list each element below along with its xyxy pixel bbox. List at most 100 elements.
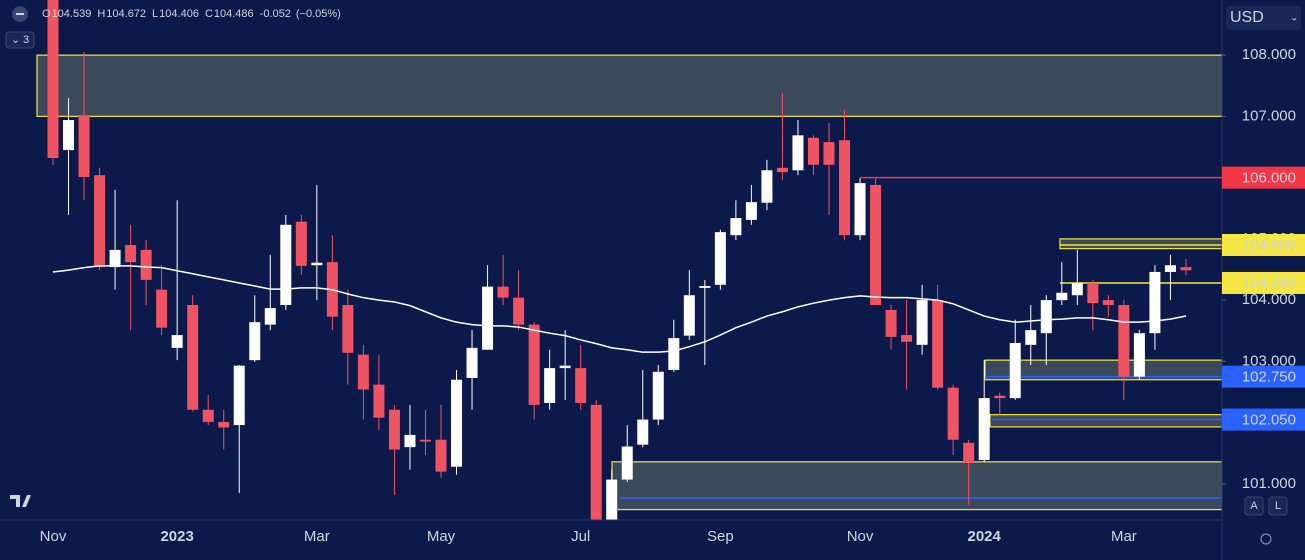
indicator-toggle[interactable] xyxy=(5,31,35,49)
candle-body xyxy=(47,0,59,159)
price-tag-label: 106.000 xyxy=(1242,170,1296,187)
candle-body xyxy=(125,244,137,263)
x-tick-label: Mar xyxy=(1111,528,1137,545)
candle-body xyxy=(218,422,230,428)
auto-scale-button[interactable] xyxy=(1244,496,1264,516)
y-tick-label: 101.000 xyxy=(1242,475,1296,492)
candle-body xyxy=(916,300,928,345)
ohlc-legend: O 104.539 H 104.672 L 104.406 C 104.486 -0.052 (−… xyxy=(42,8,341,20)
legend-key: H xyxy=(97,8,105,20)
candle-body xyxy=(1118,305,1130,377)
candle-body xyxy=(807,137,819,165)
settings-button[interactable] xyxy=(1260,533,1272,545)
candle-body xyxy=(1102,300,1114,306)
candle-body xyxy=(947,387,959,440)
candle-body xyxy=(404,434,416,448)
candle-body xyxy=(776,167,788,173)
candle-body xyxy=(388,409,400,450)
candle-body xyxy=(528,324,540,405)
candle-body xyxy=(714,232,726,285)
candle-body xyxy=(1071,282,1083,296)
price-tag-label: 102.050 xyxy=(1242,412,1296,429)
candle-body xyxy=(435,439,447,472)
legend-change: (−0.05%) xyxy=(296,8,341,20)
candle-body xyxy=(1180,267,1192,271)
candle-body xyxy=(1040,300,1052,334)
candle-body xyxy=(1009,342,1021,399)
icon xyxy=(16,13,24,15)
candle-body xyxy=(419,439,431,442)
candle-body xyxy=(1133,333,1145,377)
x-tick-label: 2023 xyxy=(160,528,193,545)
legend-key: C xyxy=(205,8,213,20)
x-tick-label: 2024 xyxy=(968,528,1002,545)
logo xyxy=(10,495,31,507)
candle-body xyxy=(606,479,618,520)
candle-body xyxy=(264,308,276,325)
candle-body xyxy=(94,175,106,268)
candle-body xyxy=(590,404,602,520)
currency-button[interactable] xyxy=(1226,6,1301,30)
candle-body xyxy=(870,184,882,306)
x-tick-label: Jul xyxy=(571,528,590,545)
candle-body xyxy=(637,419,649,445)
candle-body xyxy=(730,218,742,236)
candle-body xyxy=(109,249,121,268)
currency: USD xyxy=(1230,9,1264,26)
price-tag-label: 104.280 xyxy=(1242,275,1296,292)
candle-body xyxy=(357,354,369,390)
candle-body xyxy=(233,365,245,426)
x-tick-label: Mar xyxy=(304,528,330,545)
x-tick-label: Nov xyxy=(40,528,67,545)
candle-body xyxy=(652,371,664,420)
candle-body xyxy=(513,297,525,325)
candle-body xyxy=(482,286,494,350)
price-tags: 106.000 104.900 104.280 102.750 102.050 xyxy=(1222,166,1305,431)
candle-body xyxy=(963,442,975,464)
indicator-count: 3 xyxy=(23,34,29,46)
candle-body xyxy=(311,262,323,266)
legend-change: -0.052 xyxy=(260,8,291,20)
candle-body xyxy=(839,140,851,236)
candle-body xyxy=(621,446,633,480)
candle-body xyxy=(1056,292,1068,301)
candle-body xyxy=(373,384,385,418)
zone xyxy=(1059,238,1222,250)
candle-body xyxy=(559,365,571,369)
price-tag xyxy=(1222,166,1305,189)
price-tag-label: 104.900 xyxy=(1242,237,1296,254)
y-tick-label: 107.000 xyxy=(1242,107,1296,124)
candle-body xyxy=(575,368,587,404)
zone xyxy=(989,414,1222,428)
legend-key: O xyxy=(42,8,51,20)
zone xyxy=(984,359,1222,381)
candle-body xyxy=(466,347,478,378)
zone xyxy=(36,54,1222,117)
legend-value: 104.539 xyxy=(52,8,92,20)
time-axis: Nov 2023 Mar May Jul Sep Nov 2024 Mar xyxy=(40,528,1137,545)
x-tick-label: Sep xyxy=(707,528,734,545)
candle-body xyxy=(745,202,757,220)
candle-body xyxy=(683,295,695,336)
legend-value: 104.486 xyxy=(214,8,254,20)
chevron: ⌄ xyxy=(11,34,20,46)
candle-body xyxy=(78,115,90,178)
candle-body xyxy=(1149,271,1161,334)
log-scale-button[interactable] xyxy=(1268,496,1288,516)
candle-body xyxy=(761,170,773,203)
legend-value: 104.406 xyxy=(159,8,199,20)
candle-body xyxy=(156,289,168,328)
price-tag xyxy=(1222,271,1305,294)
candle-body xyxy=(280,224,292,306)
candle-body xyxy=(1087,282,1099,304)
candle-body xyxy=(497,286,509,298)
candle-body xyxy=(994,395,1006,399)
x-tick-label: May xyxy=(427,528,456,545)
candle-body xyxy=(544,368,556,404)
price-tag xyxy=(1222,365,1305,388)
y-tick-label: 104.000 xyxy=(1242,291,1296,308)
moving-average xyxy=(52,265,1187,353)
zone xyxy=(611,461,1222,511)
